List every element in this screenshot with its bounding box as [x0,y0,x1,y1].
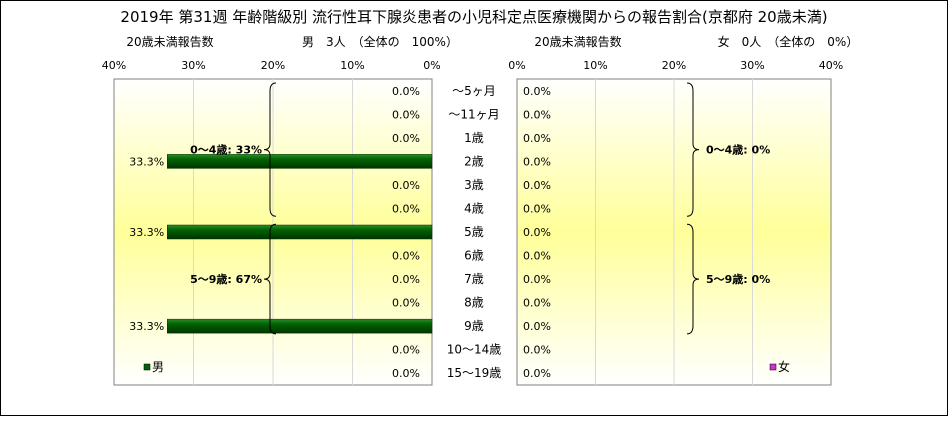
female-data-label: 0.0% [523,108,551,121]
male-age-group-label: 5～9歳: 67% [190,272,262,286]
right-caption: 20歳未満報告数 [534,34,621,49]
male-bar [167,154,433,169]
male-data-label: 33.3% [129,226,164,239]
female-data-label: 0.0% [523,155,551,168]
female-x-tick-label: 10% [583,59,607,72]
male-data-label: 33.3% [129,320,164,333]
female-data-label: 0.0% [523,179,551,192]
male-age-group-brace [263,82,277,217]
male-data-label: 0.0% [392,250,420,263]
left-caption: 20歳未満報告数 [126,34,213,49]
age-category-label: 5歳 [464,225,484,239]
age-category-label: 2歳 [464,154,484,168]
age-category-label: 10～14歳 [447,343,502,357]
female-data-label: 0.0% [523,85,551,98]
chart-title: 2019年 第31週 年齢階級別 流行性耳下腺炎患者の小児科定点医療機関からの報… [120,8,827,26]
male-data-label: 0.0% [392,132,420,145]
age-category-label: 1歳 [464,131,484,145]
male-data-label: 0.0% [392,179,420,192]
male-data-label: 0.0% [392,85,420,98]
male-data-label: 0.0% [392,108,420,121]
male-data-label: 33.3% [129,155,164,168]
female-data-label: 0.0% [523,202,551,215]
female-data-label: 0.0% [523,226,551,239]
age-category-label: 15～19歳 [447,366,502,380]
male-data-label: 0.0% [392,202,420,215]
male-x-tick-label: 40% [102,59,126,72]
male-x-tick-label: 30% [181,59,205,72]
male-age-group-label: 0～4歳: 33% [190,143,262,157]
female-x-tick-label: 30% [740,59,764,72]
age-category-label: 3歳 [464,178,484,192]
male-data-label: 0.0% [392,367,420,380]
age-category-label: 6歳 [464,249,484,263]
age-category-label: ～5ヶ月 [452,84,496,98]
female-x-tick-label: 40% [819,59,843,72]
male-age-group-brace [263,223,277,335]
female-data-label: 0.0% [523,320,551,333]
female-data-label: 0.0% [523,132,551,145]
female-legend-swatch [769,363,777,371]
female-age-group-brace [686,223,700,335]
age-category-label: 9歳 [464,319,484,333]
female-age-group-label: 0～4歳: 0% [706,143,770,157]
male-x-tick-label: 20% [261,59,285,72]
age-category-label: 4歳 [464,201,484,215]
male-data-label: 0.0% [392,297,420,310]
male-x-tick-label: 0% [423,59,440,72]
female-x-tick-label: 20% [662,59,686,72]
male-legend-swatch [143,363,151,371]
age-category-label: 8歳 [464,296,484,310]
male-bar [167,224,433,240]
female-age-group-label: 5～9歳: 0% [706,272,770,286]
female-data-label: 0.0% [523,297,551,310]
male-legend-label: 男 [152,360,164,374]
age-category-label: 7歳 [464,272,484,286]
male-bar [167,318,433,334]
female-data-label: 0.0% [523,273,551,286]
age-category-label: ～11ヶ月 [448,107,499,121]
right-summary: 女 0人 （全体の 0%） [718,34,859,49]
female-age-group-brace [686,82,700,217]
female-x-tick-label: 0% [508,59,525,72]
male-x-tick-label: 10% [340,59,364,72]
female-legend-label: 女 [778,359,790,374]
female-data-label: 0.0% [523,250,551,263]
male-data-label: 0.0% [392,344,420,357]
left-summary: 男 3人 （全体の 100%） [302,34,458,49]
female-data-label: 0.0% [523,367,551,380]
male-data-label: 0.0% [392,273,420,286]
female-data-label: 0.0% [523,344,551,357]
